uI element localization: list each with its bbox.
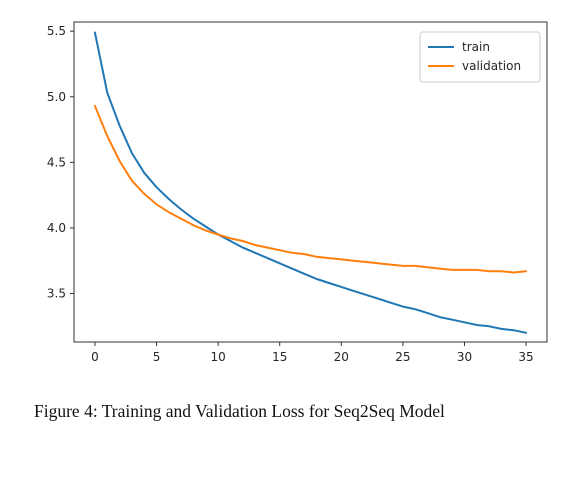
loss-line-chart: 0 5 10 15 20 25 30 35 3.5 4.0 4.5 5.0 5.5 train valid… — [47, 21, 548, 364]
x-tick-label: 20 — [334, 350, 349, 364]
legend-box — [419, 31, 541, 83]
y-tick-label: 4.0 — [47, 221, 66, 235]
plot-frame — [73, 21, 548, 343]
x-tick-label: 5 — [153, 350, 161, 364]
y-tick-label: 5.5 — [47, 24, 66, 38]
x-tick-label: 10 — [210, 350, 225, 364]
figure-caption: Figure 4: Training and Validation Loss f… — [34, 401, 445, 421]
series-line-train — [93, 31, 528, 334]
x-tick-label: 0 — [91, 350, 99, 364]
series-layer — [93, 31, 528, 334]
x-tick-label: 30 — [457, 350, 472, 364]
legend: train validation — [419, 31, 541, 83]
x-tick-label: 15 — [272, 350, 287, 364]
series-line-validation — [93, 104, 528, 274]
legend-label-validation: validation — [462, 59, 521, 73]
legend-label-train: train — [462, 40, 490, 54]
x-tick-label: 35 — [518, 350, 533, 364]
tick-layer: 0 5 10 15 20 25 30 35 3.5 4.0 4.5 5.0 5.5 — [47, 24, 534, 364]
y-tick-label: 5.0 — [47, 90, 66, 104]
x-tick-label: 25 — [395, 350, 410, 364]
y-tick-label: 3.5 — [47, 286, 66, 300]
y-tick-label: 4.5 — [47, 155, 66, 169]
